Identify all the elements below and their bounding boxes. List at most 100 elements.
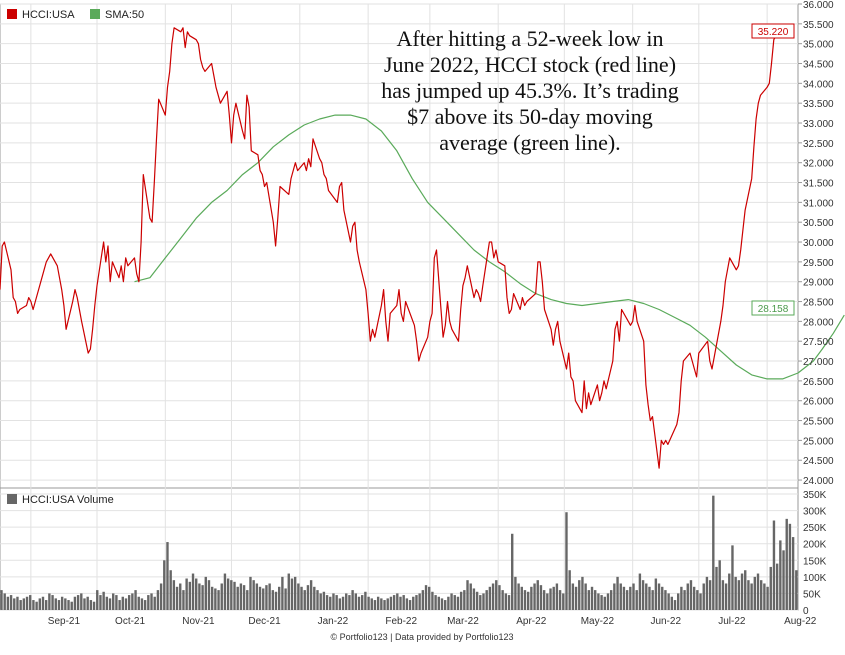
volume-bar: [102, 591, 105, 610]
last-price-tag: 35.220: [751, 23, 795, 39]
volume-bar: [380, 598, 383, 610]
volume-bar: [702, 583, 705, 610]
volume-bar: [373, 600, 377, 610]
volume-bar: [578, 580, 581, 610]
volume-bar: [239, 583, 243, 610]
volume-bar: [648, 586, 651, 610]
price-y-tick-label: 31.000: [803, 198, 834, 209]
volume-bar: [223, 573, 227, 610]
volume-bar: [6, 596, 10, 610]
volume-bar: [641, 580, 645, 610]
volume-bar: [143, 600, 147, 610]
volume-bar: [147, 595, 150, 610]
volume-bar: [673, 600, 677, 610]
volume-bar: [520, 586, 523, 610]
volume-bar: [488, 586, 492, 610]
volume-panel-title: HCCI:USA Volume: [22, 494, 114, 506]
volume-bar: [744, 570, 747, 610]
volume-bar: [287, 573, 290, 610]
price-y-tick-label: 27.500: [803, 337, 834, 348]
volume-bar: [163, 560, 166, 610]
volume-bar: [590, 586, 594, 610]
volume-bar: [587, 590, 591, 610]
volume-bar: [530, 586, 533, 610]
volume-bar: [70, 601, 73, 610]
price-y-tick-label: 26.500: [803, 377, 834, 388]
price-legend: HCCI:USA SMA:50: [7, 9, 144, 21]
x-tick-label: Oct-21: [115, 616, 145, 627]
volume-bar: [153, 596, 156, 610]
volume-bar: [523, 590, 527, 610]
volume-bar: [517, 583, 520, 610]
volume-bar: [759, 580, 763, 610]
volume-bar: [708, 580, 712, 610]
price-y-tick-label: 32.500: [803, 139, 834, 150]
volume-bar: [491, 583, 495, 610]
x-tick-label: May-22: [581, 616, 615, 627]
volume-bar: [571, 583, 575, 610]
legend-swatch-volume: [7, 494, 17, 504]
volume-bar: [140, 598, 144, 610]
volume-bar: [121, 596, 124, 610]
annotation-line-1: After hitting a 52-week low in: [397, 26, 664, 51]
volume-bar: [217, 590, 220, 610]
x-tick-label: Mar-22: [447, 616, 479, 627]
volume-bar: [335, 595, 338, 610]
volume-bar: [60, 596, 64, 610]
volume-bar: [680, 586, 683, 610]
price-y-tick-label: 26.000: [803, 397, 834, 408]
volume-y-tick-label: 350K: [803, 490, 827, 501]
price-gridlines: [0, 3, 798, 488]
volume-bar: [479, 595, 482, 610]
volume-bar: [753, 576, 757, 610]
price-y-tick-label: 33.500: [803, 99, 834, 110]
volume-bar: [182, 590, 185, 610]
x-tick-label: Jul-22: [718, 616, 746, 627]
volume-bar: [16, 596, 19, 610]
volume-bar: [661, 586, 664, 610]
volume-bar: [258, 586, 262, 610]
volume-bar: [645, 583, 648, 610]
price-layer: [0, 27, 777, 469]
last-sma-tag: 28.158: [751, 300, 795, 316]
volume-bar: [632, 583, 635, 610]
volume-bar: [705, 576, 709, 610]
volume-bar: [345, 593, 348, 610]
price-y-tick-label: 33.000: [803, 119, 834, 130]
volume-bar: [367, 596, 370, 610]
volume-bar: [629, 586, 632, 610]
volume-bar: [475, 591, 479, 610]
volume-bar: [584, 583, 587, 610]
volume-legend: HCCI:USA Volume: [7, 494, 114, 506]
volume-bar: [495, 580, 498, 610]
volume-bar: [526, 591, 530, 610]
volume-bar: [332, 593, 335, 610]
volume-bar: [364, 591, 367, 610]
volume-bar: [715, 566, 718, 610]
volume-bar: [188, 581, 192, 610]
volume-bar: [469, 583, 472, 610]
volume-bar: [421, 590, 425, 610]
volume-y-tick-label: 250K: [803, 523, 827, 534]
volume-bar: [699, 593, 702, 610]
volume-bar: [392, 595, 396, 610]
volume-bar: [664, 590, 667, 610]
volume-bar: [686, 583, 689, 610]
x-tick-label: Dec-21: [248, 616, 281, 627]
volume-bar: [271, 590, 275, 610]
volume-bar: [204, 576, 207, 610]
volume-bar: [667, 593, 670, 610]
volume-bar: [782, 550, 785, 610]
volume-bar: [772, 520, 776, 610]
volume-bar: [712, 495, 715, 610]
chart-annotation: After hitting a 52-week low in June 2022…: [381, 26, 679, 155]
volume-bar: [131, 593, 134, 610]
volume-bar: [207, 580, 211, 610]
volume-bar: [756, 573, 760, 610]
annotation-line-5: average (green line).: [439, 130, 620, 155]
sma-50-line: [134, 114, 845, 380]
volume-bar: [683, 590, 686, 610]
volume-bar: [112, 593, 115, 610]
volume-bar: [226, 578, 230, 610]
price-y-tick-label: 35.500: [803, 20, 834, 31]
